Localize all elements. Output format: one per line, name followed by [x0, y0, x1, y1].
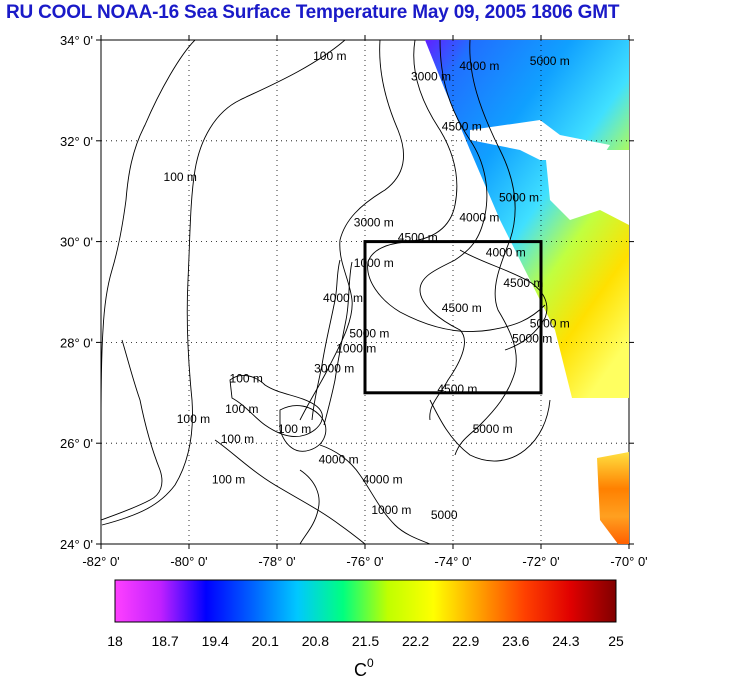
colorbar-tick-label: 21.5 — [352, 633, 379, 649]
contour-label: 5000 m — [530, 316, 570, 330]
colorbar-unit: C0 — [354, 656, 374, 680]
bahamas-banks-2 — [279, 405, 327, 452]
lon-tick-label: -72° 0' — [522, 554, 559, 569]
colorbar-tick-label: 24.3 — [552, 633, 579, 649]
contour-label: 3000 m — [354, 215, 394, 229]
escarpment — [311, 259, 341, 421]
colorbar-tick-label: 25 — [608, 633, 624, 649]
contour-3000m — [299, 40, 404, 421]
map-title: RU COOL NOAA-16 Sea Surface Temperature … — [6, 2, 620, 23]
contour-blake — [459, 249, 548, 351]
longitude-axis: -82° 0' -80° 0' -78° 0' -76° 0' -74° 0' -72° … — [82, 35, 648, 569]
lat-tick-label: 32° 0' — [60, 134, 93, 149]
contour-label: 100 m — [221, 432, 254, 446]
contour-label: 4000 m — [486, 246, 526, 260]
contour-deep — [429, 399, 551, 462]
contour-label: 4000 m — [459, 210, 499, 224]
sst-swath-south — [597, 452, 629, 544]
contour-label: 3000 m — [314, 362, 354, 376]
lon-tick-label: -70° 0' — [610, 554, 647, 569]
colorbar-tick-label: 23.6 — [502, 633, 529, 649]
colorbar-tick-label: 18.7 — [151, 633, 178, 649]
colorbar-tick-label: 22.2 — [402, 633, 429, 649]
bahamas-banks — [229, 374, 323, 437]
contour-label: 4500 m — [442, 120, 482, 134]
lon-tick-label: -78° 0' — [258, 554, 295, 569]
contour-label: 1000 m — [354, 256, 394, 270]
contour-5000m — [454, 40, 517, 456]
map-content — [101, 40, 629, 544]
lon-tick-label: -80° 0' — [170, 554, 207, 569]
contour-label: 5000 — [431, 508, 458, 522]
colorbar-tick-label: 20.8 — [302, 633, 329, 649]
contour-label: 4500 m — [442, 301, 482, 315]
contour-label: 100 m — [212, 473, 245, 487]
contour-label: 5000 m — [473, 422, 513, 436]
lon-tick-label: -76° 0' — [346, 554, 383, 569]
contour-label: 1000 m — [371, 503, 411, 517]
contour-label: 4500 m — [437, 382, 477, 396]
lon-tick-label: -82° 0' — [82, 554, 119, 569]
contour-4000m — [367, 40, 546, 333]
contour-label: 1000 m — [336, 341, 376, 355]
contour-label: 5000 m — [499, 190, 539, 204]
contour-label: 5000 m — [512, 331, 552, 345]
contour-label: 100 m — [164, 170, 197, 184]
bahamas-banks-4 — [319, 444, 431, 544]
lat-tick-label: 26° 0' — [60, 436, 93, 451]
escarpment-2 — [323, 261, 353, 426]
colorbar-tick-label: 19.4 — [202, 633, 229, 649]
lat-tick-label: 28° 0' — [60, 335, 93, 350]
contour-label: 5000 m — [349, 326, 389, 340]
contour-label: 4500 m — [398, 231, 438, 245]
contour-label: 3000 m — [411, 69, 451, 83]
coastline-florida — [101, 40, 196, 521]
lat-tick-label: 30° 0' — [60, 235, 93, 250]
bahamas-banks-5 — [299, 469, 320, 544]
study-region-box — [363, 240, 543, 395]
colorbar-tick-label: 20.1 — [252, 633, 279, 649]
contour-label: 4500 m — [503, 276, 543, 290]
contour-100m-shelf — [101, 40, 346, 526]
colorbar-tick-label: 22.9 — [452, 633, 479, 649]
lon-tick-label: -74° 0' — [434, 554, 471, 569]
contour-label: 4000 m — [323, 291, 363, 305]
contour-label: 100 m — [225, 402, 258, 416]
contour-label: 100 m — [313, 49, 346, 63]
colorbar — [114, 579, 617, 623]
sst-swath-cloud — [545, 150, 629, 225]
contour-label: 4000 m — [363, 473, 403, 487]
lat-tick-label: 34° 0' — [60, 33, 93, 48]
colorbar-ticks: 18 18.7 19.4 20.1 20.8 21.5 22.2 22.9 23.6 24.3 25 — [107, 633, 624, 649]
contour-label: 100 m — [278, 422, 311, 436]
contour-label: 100 m — [230, 372, 263, 386]
contour-label: 4000 m — [459, 59, 499, 73]
latitude-axis: 34° 0' 32° 0' 30° 0' 28° 0' 26° 0' 24° 0' — [60, 33, 634, 552]
contour-label: 100 m — [177, 412, 210, 426]
lat-tick-label: 24° 0' — [60, 537, 93, 552]
bahamas-banks-3 — [214, 439, 366, 544]
contour-4500m — [419, 40, 488, 421]
colorbar-tick-label: 18 — [107, 633, 123, 649]
contour-label: 5000 m — [530, 54, 570, 68]
contour-label: 4000 m — [319, 452, 359, 466]
